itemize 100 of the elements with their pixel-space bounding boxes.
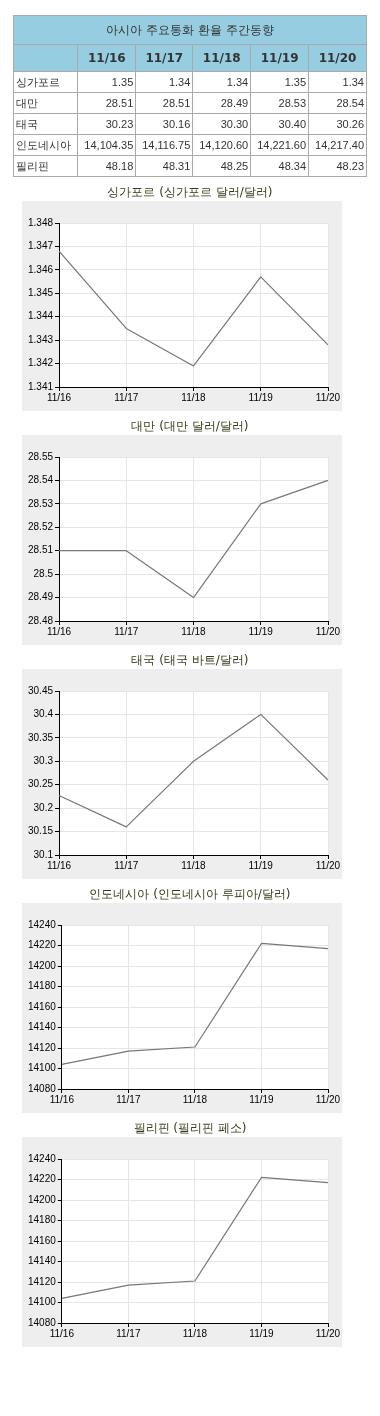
data-label: 1.35 xyxy=(77,71,136,93)
x-tick-label: 11/19 xyxy=(249,1327,275,1339)
x-tick-label: 11/16 xyxy=(46,859,72,871)
y-tick-label: 14100 xyxy=(28,1062,57,1074)
data-label: 48.18 xyxy=(77,155,136,177)
y-tick-label: 30.2 xyxy=(33,801,54,813)
y-tick-label: 14220 xyxy=(28,1173,57,1185)
data-label: 14,104.35 xyxy=(77,134,136,156)
data-label: 1.34 xyxy=(308,71,367,93)
y-tick-label: 1.347 xyxy=(27,240,54,252)
data-label: 28.51 xyxy=(135,92,193,114)
x-tick-label: 11/20 xyxy=(315,625,341,637)
category-label: 11/19 xyxy=(250,44,309,72)
chart-title: 대만 (대만 달러/달러) xyxy=(130,418,250,435)
x-tick-label: 11/18 xyxy=(182,1093,208,1105)
data-label: 48.34 xyxy=(250,155,309,177)
text: 대만 xyxy=(13,92,78,114)
text: 태국 xyxy=(13,113,78,135)
data-label: 14,221.60 xyxy=(250,134,309,156)
text: 아시아 주요통화 환율 주간동향 xyxy=(13,15,367,45)
x-tick-label: 11/16 xyxy=(46,625,72,637)
x-tick-label: 11/17 xyxy=(114,625,139,637)
y-tick-label: 1.342 xyxy=(27,357,54,369)
y-tick-label: 30.25 xyxy=(27,778,54,790)
y-tick-label: 28.52 xyxy=(27,521,54,533)
y-tick-label: 1.345 xyxy=(27,287,54,299)
data-label: 48.23 xyxy=(308,155,367,177)
y-tick-label: 28.48 xyxy=(27,614,54,626)
x-tick-label: 11/19 xyxy=(248,391,274,403)
y-tick-label: 14200 xyxy=(28,959,57,971)
data-label: 1.34 xyxy=(135,71,193,93)
data-label: 30.16 xyxy=(135,113,193,135)
y-tick-label: 14220 xyxy=(28,939,57,951)
x-tick-label: 11/20 xyxy=(315,859,341,871)
x-tick-label: 11/18 xyxy=(181,625,207,637)
category-label: 11/17 xyxy=(135,44,193,72)
y-tick-label: 28.54 xyxy=(27,474,54,486)
y-tick-label: 28.53 xyxy=(27,497,54,509)
y-tick-label: 30.35 xyxy=(27,731,54,743)
category-label: 11/18 xyxy=(192,44,251,72)
data-label: 28.51 xyxy=(77,92,136,114)
x-tick-label: 11/20 xyxy=(315,1327,341,1339)
y-tick-label: 14100 xyxy=(28,1296,57,1308)
x-tick-label: 11/16 xyxy=(46,391,72,403)
text: 싱가포르 xyxy=(13,71,78,93)
chart-title: 싱가포르 (싱가포르 달러/달러) xyxy=(106,184,274,201)
x-tick-label: 11/18 xyxy=(182,1327,208,1339)
y-tick-label: 1.341 xyxy=(27,380,54,392)
y-tick-label: 14240 xyxy=(28,1152,57,1164)
data-label: 30.40 xyxy=(250,113,309,135)
data-label: 30.23 xyxy=(77,113,136,135)
x-tick-label: 11/17 xyxy=(114,859,139,871)
y-tick-label: 14200 xyxy=(28,1193,57,1205)
y-tick-label: 14140 xyxy=(28,1021,57,1033)
y-tick-label: 1.343 xyxy=(27,333,54,345)
data-label: 1.34 xyxy=(192,71,251,93)
y-tick-label: 14160 xyxy=(28,1000,57,1012)
y-tick-label: 14120 xyxy=(28,1041,57,1053)
y-tick-label: 28.5 xyxy=(33,567,54,579)
y-tick-label: 14160 xyxy=(28,1234,57,1246)
y-tick-label: 30.3 xyxy=(33,755,54,767)
data-label: 30.30 xyxy=(192,113,251,135)
y-tick-label: 14140 xyxy=(28,1255,57,1267)
y-tick-label: 30.4 xyxy=(33,708,54,720)
category-label: 11/20 xyxy=(308,44,367,72)
y-tick-label: 28.51 xyxy=(27,544,54,556)
y-tick-label: 14120 xyxy=(28,1275,57,1287)
x-tick-label: 11/20 xyxy=(315,391,341,403)
x-tick-label: 11/17 xyxy=(116,1327,141,1339)
data-label: 28.49 xyxy=(192,92,251,114)
x-tick-label: 11/20 xyxy=(315,1093,341,1105)
x-tick-label: 11/16 xyxy=(49,1327,75,1339)
data-label: 48.31 xyxy=(135,155,193,177)
data-label: 30.26 xyxy=(308,113,367,135)
y-tick-label: 30.15 xyxy=(27,825,54,837)
y-tick-label: 1.344 xyxy=(27,310,54,322)
x-tick-label: 11/16 xyxy=(49,1093,75,1105)
y-tick-label: 1.348 xyxy=(27,216,54,228)
chart-title: 인도네시아 (인도네시아 루피아/달러) xyxy=(88,886,292,903)
y-tick-label: 1.346 xyxy=(27,263,54,275)
x-tick-label: 11/19 xyxy=(248,859,274,871)
y-tick-label: 30.1 xyxy=(33,848,54,860)
y-tick-label: 14080 xyxy=(28,1316,57,1328)
x-tick-label: 11/19 xyxy=(249,1093,275,1105)
data-label: 28.54 xyxy=(308,92,367,114)
x-tick-label: 11/18 xyxy=(181,859,207,871)
y-tick-label: 14080 xyxy=(28,1082,57,1094)
chart-title: 필리핀 (필리핀 페소) xyxy=(132,1120,248,1137)
y-tick-label: 28.55 xyxy=(27,450,54,462)
x-tick-label: 11/17 xyxy=(116,1093,141,1105)
data-label: 14,116.75 xyxy=(135,134,193,156)
chart-title: 태국 (태국 바트/달러) xyxy=(130,652,250,669)
y-tick-label: 14180 xyxy=(28,1214,57,1226)
text: 필리핀 xyxy=(13,155,78,177)
data-label: 14,217.40 xyxy=(308,134,367,156)
x-tick-label: 11/19 xyxy=(248,625,274,637)
y-tick-label: 30.45 xyxy=(27,684,54,696)
data-label: 28.53 xyxy=(250,92,309,114)
data-label: 1.35 xyxy=(250,71,309,93)
data-label: 48.25 xyxy=(192,155,251,177)
